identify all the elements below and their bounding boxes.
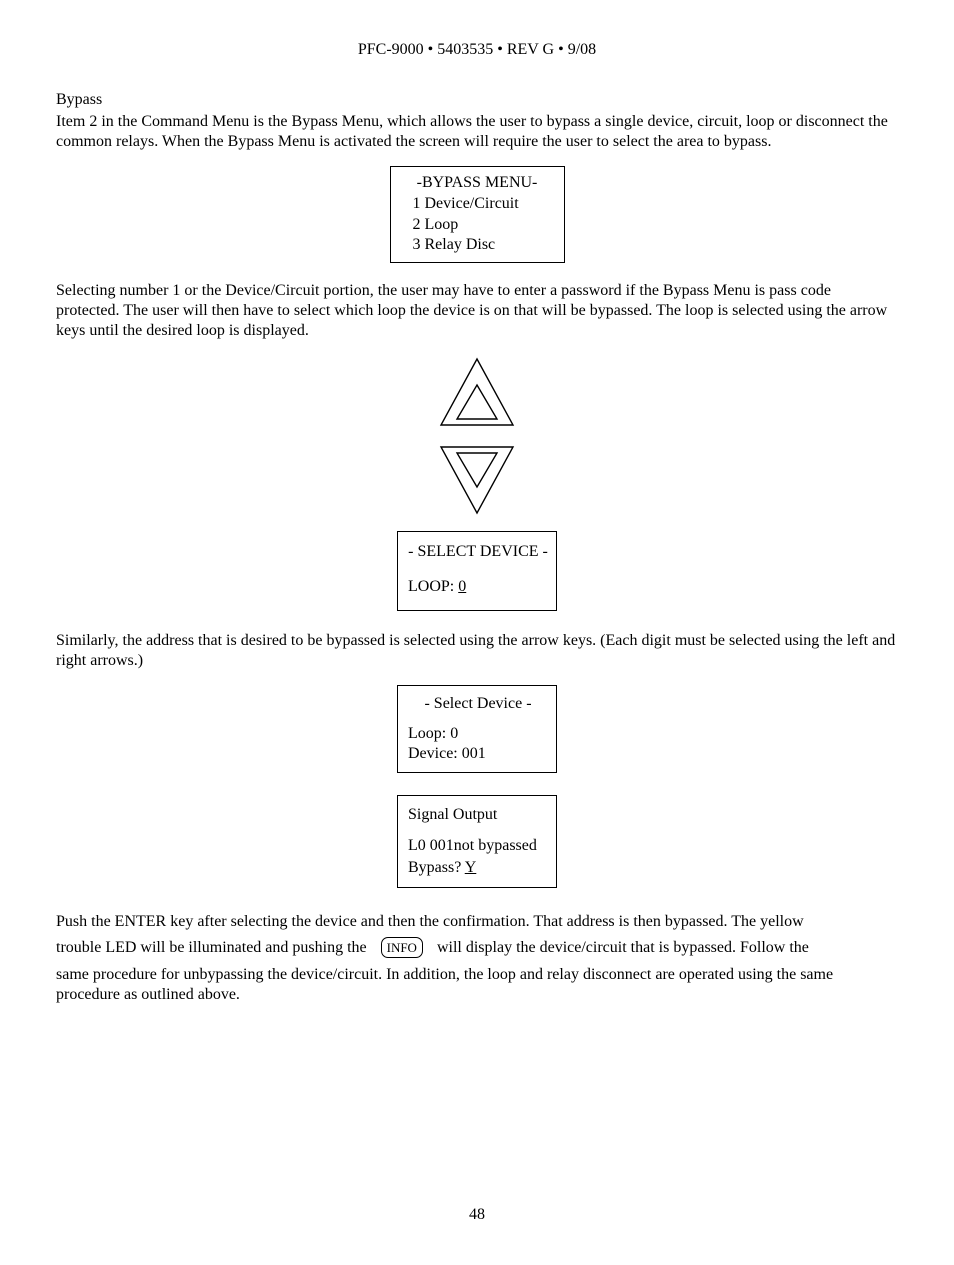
bypass-menu-item-3: 3 Relay Disc bbox=[405, 235, 550, 256]
paragraph-confirm-3: same procedure for unbypassing the devic… bbox=[56, 965, 898, 1005]
paragraph-select: Selecting number 1 or the Device/Circuit… bbox=[56, 281, 898, 341]
bypass-menu-box: -BYPASS MENU- 1 Device/Circuit 2 Loop 3 … bbox=[390, 166, 565, 263]
select-device-detail-box: - Select Device - Loop: 0 Device: 001 bbox=[397, 685, 557, 773]
loop-value: 0 bbox=[458, 577, 466, 598]
paragraph-address: Similarly, the address that is desired t… bbox=[56, 631, 898, 671]
loop-line: Loop: 0 bbox=[408, 724, 548, 744]
arrow-up-icon bbox=[437, 355, 517, 429]
bypass-menu-item-2: 2 Loop bbox=[405, 215, 550, 236]
page-header: PFC-9000 • 5403535 • REV G • 9/08 bbox=[56, 40, 898, 60]
page-number: 48 bbox=[56, 1205, 898, 1225]
bypass-menu-title: -BYPASS MENU- bbox=[405, 173, 550, 194]
signal-output-title: Signal Output bbox=[408, 804, 548, 826]
bypass-prompt: Bypass? bbox=[408, 859, 465, 876]
select-device-detail-title: - Select Device - bbox=[408, 694, 548, 714]
paragraph-confirm-2-post: will display the device/circuit that is … bbox=[437, 938, 809, 958]
paragraph-intro: Item 2 in the Command Menu is the Bypass… bbox=[56, 112, 898, 152]
info-button[interactable]: INFO bbox=[381, 937, 423, 958]
paragraph-confirm-2-pre: trouble LED will be illuminated and push… bbox=[56, 938, 367, 958]
arrow-down-icon bbox=[437, 443, 517, 517]
loop-label: LOOP: bbox=[408, 577, 454, 598]
paragraph-confirm-1: Push the ENTER key after selecting the d… bbox=[56, 912, 898, 932]
bypass-value: Y bbox=[465, 859, 477, 876]
section-title: Bypass bbox=[56, 90, 898, 110]
select-device-title: - SELECT DEVICE - bbox=[408, 542, 548, 563]
select-device-box: - SELECT DEVICE - LOOP: 0 bbox=[397, 531, 557, 611]
bypass-menu-item-1: 1 Device/Circuit bbox=[405, 194, 550, 215]
signal-output-box: Signal Output L0 001not bypassed Bypass?… bbox=[397, 795, 557, 888]
device-line: Device: 001 bbox=[408, 744, 548, 764]
bypass-status-line: L0 001not bypassed bbox=[408, 835, 548, 857]
